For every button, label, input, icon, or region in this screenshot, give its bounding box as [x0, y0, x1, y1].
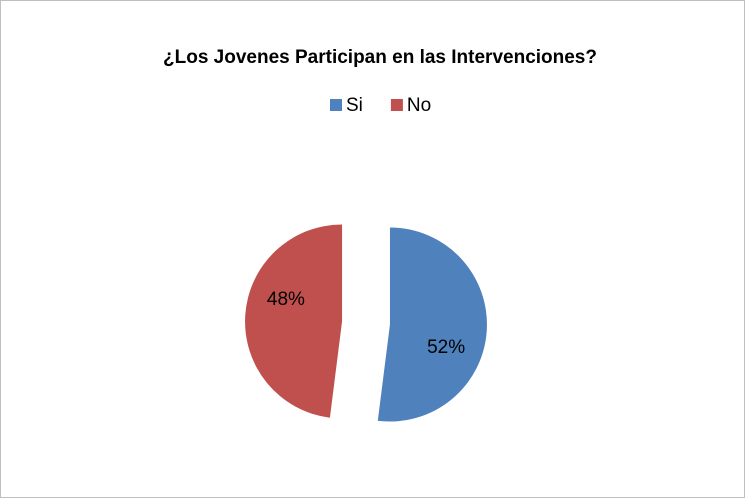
pie-slice	[245, 224, 343, 418]
legend-swatch	[390, 99, 403, 111]
data-label: 52%	[427, 337, 465, 358]
data-label: 48%	[267, 289, 305, 310]
chart-title: ¿Los Jovenes Participan en las Intervenc…	[163, 47, 597, 68]
pie-slice	[377, 227, 487, 422]
legend-label: Si	[346, 95, 363, 116]
legend-label: No	[407, 95, 431, 116]
legend-swatch	[330, 99, 342, 111]
